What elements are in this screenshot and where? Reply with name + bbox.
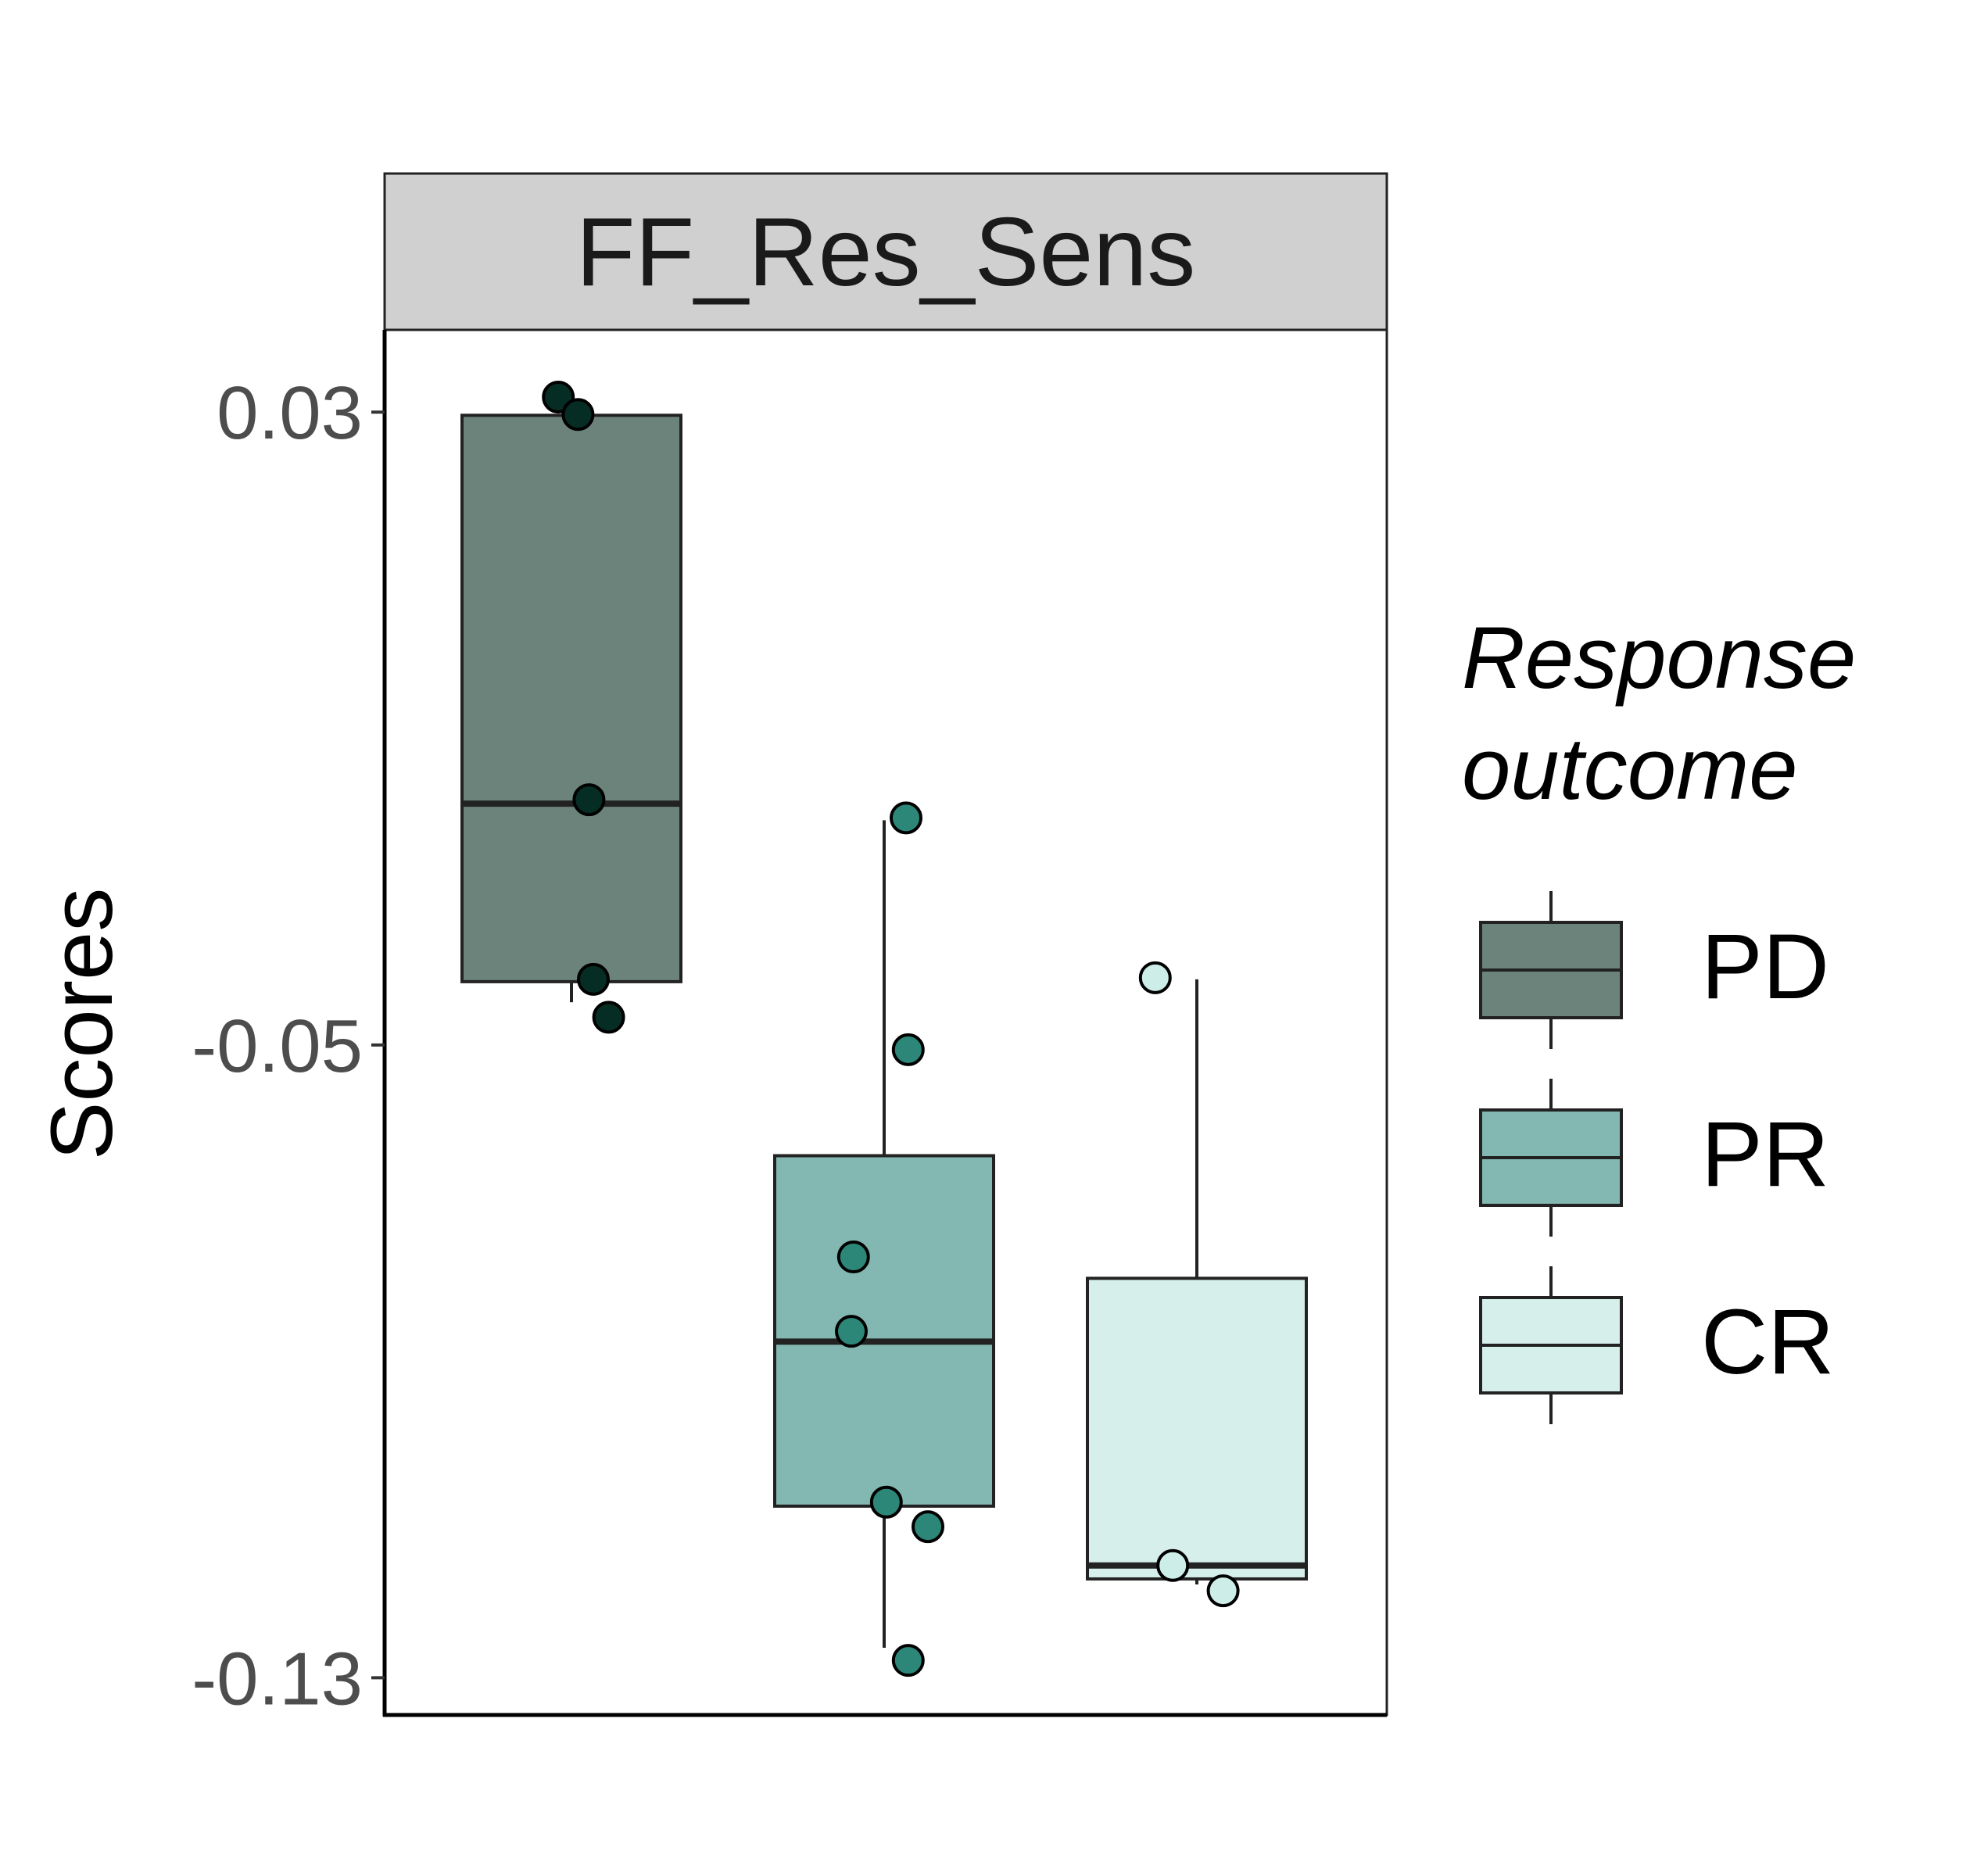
data-point (869, 1485, 903, 1519)
box-cr (1086, 1276, 1308, 1581)
box-pd (460, 414, 682, 983)
y-tick-label: -0.13 (192, 1637, 363, 1720)
box-pr (773, 1154, 995, 1508)
plot-marks (460, 381, 1308, 1677)
data-point (835, 1315, 868, 1348)
y-axis-label: Scores (33, 888, 131, 1161)
data-point (836, 1241, 870, 1274)
legend-title-line-1: Response (1462, 609, 1856, 707)
data-point (561, 398, 595, 431)
data-point (891, 1033, 925, 1066)
box-group-pd (460, 381, 682, 1034)
data-point (891, 1644, 925, 1677)
legend-key-pr: PR (1479, 1079, 1829, 1237)
data-point (577, 962, 610, 996)
legend-title-line-2: outcome (1462, 720, 1798, 818)
data-point (1138, 961, 1172, 994)
y-tick-label: 0.03 (217, 371, 363, 455)
box-group-pr (773, 801, 995, 1677)
y-axis: 0.03 -0.05 -0.13 (192, 371, 385, 1720)
data-point (890, 801, 922, 835)
box-group-cr (1086, 961, 1308, 1608)
legend-label-cr: CR (1701, 1291, 1834, 1394)
y-tick-label: -0.05 (192, 1004, 363, 1088)
legend-keys: PD PR CR (1479, 891, 1834, 1424)
data-point (1156, 1548, 1190, 1582)
legend-key-pd: PD (1479, 891, 1829, 1049)
data-point (592, 1001, 625, 1034)
facet-title: FF_Res_Sens (576, 199, 1196, 306)
data-point (912, 1510, 944, 1544)
legend-label-pd: PD (1701, 915, 1829, 1019)
legend-label-pr: PR (1701, 1103, 1829, 1206)
facet-strip (383, 172, 1388, 331)
data-point (1206, 1574, 1240, 1608)
legend-key-cr: CR (1479, 1266, 1834, 1424)
data-point (572, 783, 606, 817)
legend: Response outcome PD PR CR (1462, 609, 1856, 1424)
